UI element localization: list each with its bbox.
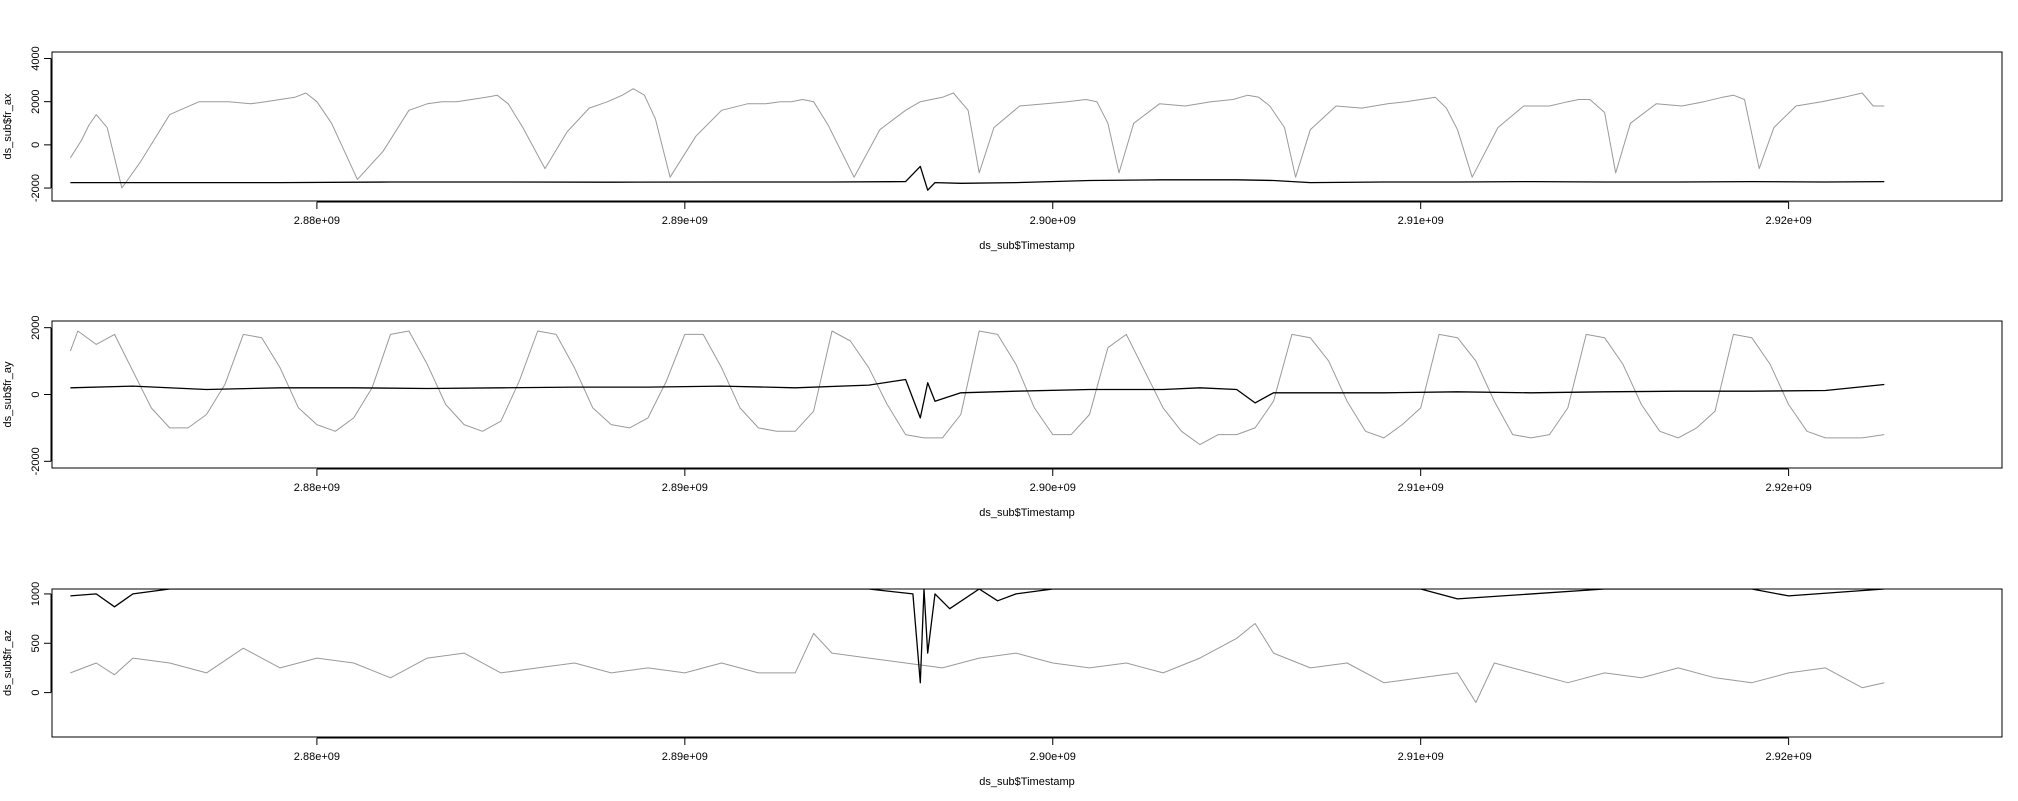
- x-tick-label: 2.90e+09: [1030, 215, 1076, 227]
- x-tick-label: 2.89e+09: [662, 215, 708, 227]
- y-tick-label: 2000: [30, 315, 42, 339]
- plot-frame: [51, 51, 2003, 202]
- x-tick-label: 2.92e+09: [1766, 751, 1812, 763]
- chart-panel-1: 2.88e+09 2.89e+09 2.90e+09 2.91e+09 2.92e+09…: [2, 46, 2003, 252]
- chart-panel-3: 2.88e+09 2.89e+09 2.90e+09 2.91e+09 2.92e+09…: [2, 582, 2003, 788]
- y-axis-label: ds_sub$fr_ax: [2, 93, 14, 160]
- y-axis-label: ds_sub$fr_az: [2, 630, 14, 696]
- x-tick-label: 2.92e+09: [1766, 215, 1812, 227]
- x-tick-label: 2.91e+09: [1398, 751, 1444, 763]
- y-tick-label: 2000: [30, 89, 42, 113]
- series-line-1: [69, 330, 1885, 446]
- y-axis-label: ds_sub$fr_ay: [2, 361, 14, 428]
- series-line-2: [70, 378, 1885, 419]
- y-tick-label: 0: [30, 391, 42, 397]
- y-tick-label: 4000: [30, 46, 42, 70]
- x-tick-label: 2.91e+09: [1398, 215, 1444, 227]
- x-tick-label: 2.88e+09: [294, 751, 340, 763]
- x-tick-label: 2.88e+09: [294, 215, 340, 227]
- x-axis-label: ds_sub$Timestamp: [979, 776, 1075, 788]
- y-tick-label: -2000: [30, 174, 42, 202]
- y-tick-label: 1000: [30, 582, 42, 606]
- x-tick-label: 2.89e+09: [662, 751, 708, 763]
- x-tick-label: 2.91e+09: [1398, 482, 1444, 494]
- x-axis-label: ds_sub$Timestamp: [979, 240, 1075, 252]
- y-tick-label: 500: [30, 634, 42, 652]
- x-axis-label: ds_sub$Timestamp: [979, 507, 1075, 519]
- chart-panel-2: 2.88e+09 2.89e+09 2.90e+09 2.91e+09 2.92e+09…: [2, 315, 2003, 519]
- series-line-1: [69, 88, 1885, 189]
- x-tick-label: 2.92e+09: [1766, 482, 1812, 494]
- plot-frame: [51, 320, 2003, 469]
- plot-frame: [51, 588, 2003, 738]
- x-tick-label: 2.88e+09: [294, 482, 340, 494]
- series-line-2: [70, 165, 1885, 191]
- x-tick-label: 2.90e+09: [1030, 482, 1076, 494]
- y-tick-label: -2000: [30, 447, 42, 475]
- x-tick-label: 2.89e+09: [662, 482, 708, 494]
- y-tick-label: 0: [30, 142, 42, 148]
- series-line-2: [70, 589, 1885, 684]
- x-tick-label: 2.90e+09: [1030, 751, 1076, 763]
- series-line-1: [70, 623, 1885, 703]
- y-tick-label: 0: [30, 690, 42, 696]
